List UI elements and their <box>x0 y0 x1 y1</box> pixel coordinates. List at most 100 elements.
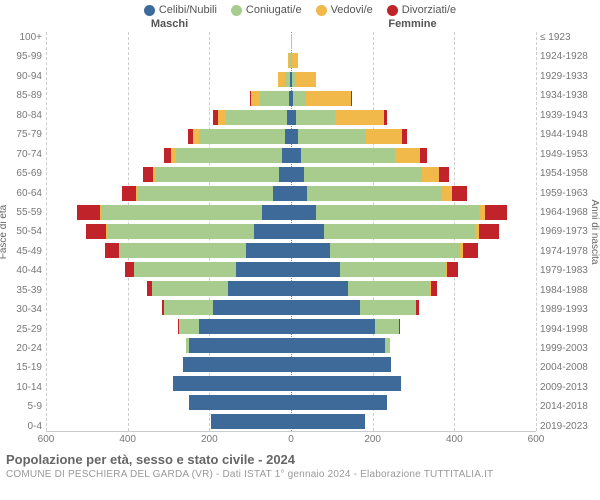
bar-segment <box>173 376 291 392</box>
pyramid-row <box>46 412 536 431</box>
x-axis: 6004002000200400600 <box>6 434 594 446</box>
y-tick-age: 60-64 <box>6 188 42 199</box>
legend-label: Divorziati/e <box>402 4 456 16</box>
bar-segment <box>416 300 419 316</box>
bar-segment <box>262 205 291 221</box>
bar-segment <box>316 205 479 221</box>
bar-segment <box>228 281 291 297</box>
bar-segment <box>335 110 384 126</box>
bar-male <box>46 317 291 336</box>
bar-segment <box>138 186 273 202</box>
bar-segment <box>306 91 351 107</box>
bar-segment <box>291 167 304 183</box>
bar-segment <box>120 243 247 259</box>
y-axis-title-right: Anni di nascita <box>589 199 600 264</box>
y-tick-age: 90-94 <box>6 71 42 82</box>
bar-female <box>291 374 536 393</box>
bar-segment <box>295 72 316 88</box>
bar-male <box>46 203 291 222</box>
pyramid-row <box>46 146 536 165</box>
bar-segment <box>152 281 228 297</box>
bar-segment <box>236 262 291 278</box>
bar-segment <box>260 91 289 107</box>
bar-female <box>291 412 536 431</box>
legend-label: Coniugati/e <box>246 4 302 16</box>
chart-title: Popolazione per età, sesso e stato civil… <box>6 452 594 467</box>
bar-segment <box>348 281 430 297</box>
legend-swatch <box>316 5 327 16</box>
bar-segment <box>189 338 291 354</box>
pyramid-row <box>46 317 536 336</box>
x-tick: 200 <box>364 434 381 445</box>
bar-male <box>46 108 291 127</box>
label-male: Maschi <box>48 18 291 30</box>
bar-segment <box>164 300 213 316</box>
y-tick-age: 95-99 <box>6 51 42 62</box>
bar-segment <box>291 300 360 316</box>
y-tick-birth: 1969-1973 <box>540 226 594 237</box>
x-tick: 0 <box>288 434 294 445</box>
bar-segment <box>292 53 298 69</box>
y-tick-birth: 1964-1968 <box>540 207 594 218</box>
y-tick-birth: 1939-1943 <box>540 110 594 121</box>
bar-segment <box>330 243 461 259</box>
bar-segment <box>324 224 475 240</box>
bar-segment <box>479 224 499 240</box>
bar-male <box>46 412 291 431</box>
bar-segment <box>107 224 254 240</box>
bar-segment <box>291 129 298 145</box>
x-tick: 400 <box>446 434 463 445</box>
y-tick-age: 65-69 <box>6 168 42 179</box>
bar-segment <box>291 281 348 297</box>
bar-segment <box>86 224 106 240</box>
pyramid-row <box>46 355 536 374</box>
bar-segment <box>366 129 403 145</box>
bar-male <box>46 298 291 317</box>
bar-female <box>291 51 536 70</box>
pyramid-row <box>46 165 536 184</box>
chart: Fasce di età 100+95-9990-9485-8980-8475-… <box>6 32 594 432</box>
bar-segment <box>199 319 291 335</box>
bar-segment <box>340 262 446 278</box>
pyramid-row <box>46 203 536 222</box>
y-tick-age: 50-54 <box>6 226 42 237</box>
bar-segment <box>183 357 291 373</box>
y-tick-age: 25-29 <box>6 324 42 335</box>
bar-female <box>291 355 536 374</box>
bar-male <box>46 184 291 203</box>
y-tick-age: 15-19 <box>6 362 42 373</box>
bar-segment <box>291 243 330 259</box>
pyramid-row <box>46 222 536 241</box>
bar-female <box>291 32 536 51</box>
legend-label: Celibi/Nubili <box>159 4 217 16</box>
bar-segment <box>254 224 291 240</box>
bar-male <box>46 241 291 260</box>
x-tick: 400 <box>119 434 136 445</box>
legend-item: Celibi/Nubili <box>144 4 217 16</box>
bar-segment <box>420 148 427 164</box>
pyramid-row <box>46 374 536 393</box>
plot-area <box>46 32 536 432</box>
bar-female <box>291 393 536 412</box>
y-axis-left: 100+95-9990-9485-8980-8475-7970-7465-696… <box>6 32 46 432</box>
bar-male <box>46 70 291 89</box>
bar-segment <box>439 167 449 183</box>
pyramid-row <box>46 127 536 146</box>
bar-segment <box>291 319 375 335</box>
bar-segment <box>291 34 292 50</box>
bar-segment <box>351 91 352 107</box>
y-tick-birth: 2019-2023 <box>540 421 594 432</box>
bar-segment <box>291 357 391 373</box>
y-tick-age: 0-4 <box>6 421 42 432</box>
bar-female <box>291 146 536 165</box>
y-tick-age: 5-9 <box>6 401 42 412</box>
bar-male <box>46 51 291 70</box>
bar-female <box>291 222 536 241</box>
y-tick-birth: 1934-1938 <box>540 90 594 101</box>
pyramid-row <box>46 108 536 127</box>
bar-male <box>46 336 291 355</box>
bar-segment <box>176 148 282 164</box>
x-tick: 600 <box>38 434 55 445</box>
bar-segment <box>156 167 279 183</box>
legend-item: Divorziati/e <box>387 4 456 16</box>
